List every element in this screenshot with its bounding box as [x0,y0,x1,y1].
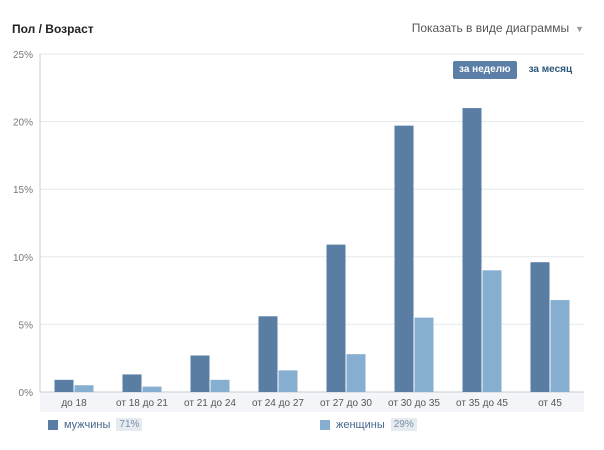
y-tick-label: 20% [13,118,33,129]
bar-men [122,374,142,392]
bar-women [346,354,366,392]
x-tick-label: от 27 до 30 [320,398,372,409]
chevron-down-icon: ▼ [575,24,584,34]
y-tick-label: 5% [19,320,34,331]
x-tick-label: от 18 до 21 [116,398,168,409]
x-tick-label: от 21 до 24 [184,398,236,409]
bar-men [54,379,74,392]
bar-women [210,379,230,392]
y-tick-label: 25% [13,50,33,61]
y-tick-label: 10% [13,253,33,264]
period-tabs: за неделю за месяц [453,61,578,79]
bar-men [530,262,550,392]
tab-week[interactable]: за неделю [453,61,517,79]
legend-swatch-men [48,419,58,430]
bar-women [142,386,162,392]
bar-women [550,300,570,392]
bar-men [394,125,414,392]
legend-item-women[interactable]: женщины 29% [320,418,417,431]
bar-women [414,317,434,392]
x-tick-label: от 30 до 35 [388,398,440,409]
y-tick-label: 15% [13,185,33,196]
bar-women [74,385,94,392]
bar-women [278,370,298,392]
bar-men [326,244,346,392]
tab-month[interactable]: за месяц [528,64,573,75]
legend-label-men: мужчины [64,418,111,431]
x-axis-band [40,392,584,412]
legend-swatch-women [320,419,330,430]
bar-men [190,355,210,392]
legend-percent-women: 29% [390,418,417,431]
x-tick-label: до 18 [61,398,87,409]
legend-item-men[interactable]: мужчины 71% [48,418,143,431]
y-tick-label: 0% [19,388,34,399]
show-as-diagram-toggle[interactable]: Показать в виде диаграммы ▼ [412,21,584,35]
legend-label-women: женщины [336,418,385,431]
legend: мужчины 71% женщины 29% [0,418,604,434]
bar-men [462,108,482,392]
x-tick-label: от 45 [538,398,562,409]
bar-women [482,270,502,392]
legend-percent-men: 71% [116,418,143,431]
x-tick-label: от 35 до 45 [456,398,508,409]
x-tick-label: от 24 до 27 [252,398,304,409]
bar-men [258,316,278,392]
view-toggle-label: Показать в виде диаграммы [411,21,570,35]
chart-title: Пол / Возраст [12,22,94,36]
bar-chart: 0% 5% 10% 15% 20% 25% до 18 от 18 до 21 от 21 до… [13,50,584,412]
